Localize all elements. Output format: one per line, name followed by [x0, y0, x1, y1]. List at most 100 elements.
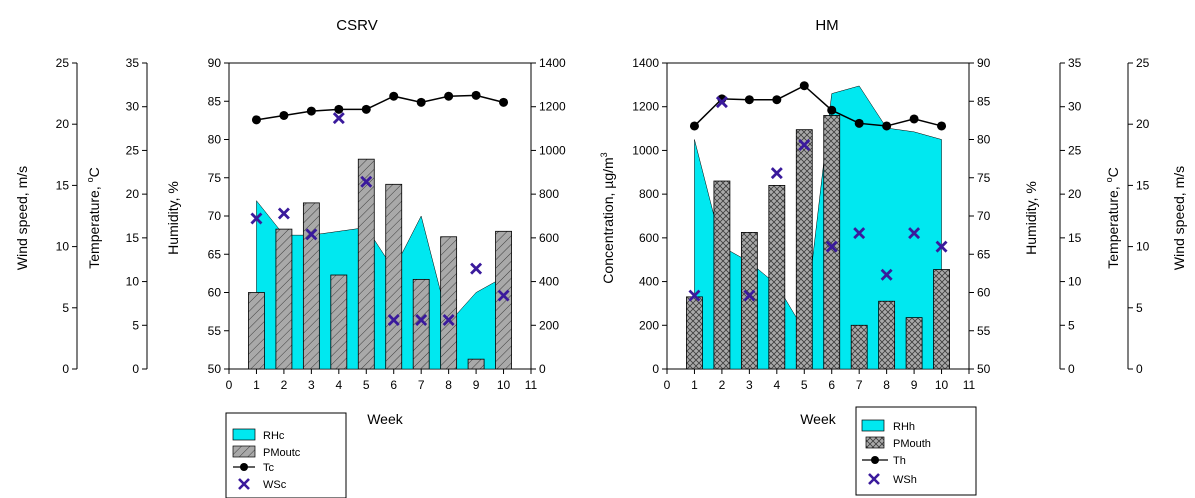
hm-x-tick-label: 3 — [746, 378, 753, 392]
csrv-line-layer — [251, 90, 509, 125]
csrv-x-tick-label: 11 — [525, 378, 538, 392]
csrv-conc-tick-label: 0 — [539, 362, 546, 376]
hm-x-tick-label: 0 — [664, 378, 671, 392]
csrv-x-tick-label: 10 — [497, 378, 511, 392]
hm-line-point — [744, 95, 754, 105]
csrv-conc-tick-label: 1000 — [539, 143, 566, 157]
csrv-x-tick-label: 9 — [473, 378, 480, 392]
csrv-bar — [302, 202, 320, 370]
hm-legend-ws: WSh — [893, 474, 917, 486]
hm-ws-marker — [688, 289, 701, 302]
csrv-hum-tick-label: 65 — [208, 247, 222, 261]
csrv-legend-area-swatch — [232, 428, 256, 441]
hm-x-tick-label: 8 — [883, 378, 890, 392]
csrv-ws-marker — [470, 262, 483, 275]
csrv-line-point — [334, 104, 344, 114]
csrv-ws-marker — [360, 175, 373, 188]
hm-legend-line-dot — [871, 456, 879, 464]
hm-line-point — [909, 114, 919, 124]
hm-bar-layer — [686, 115, 950, 370]
csrv-temp-label-main: Temperature, — [86, 182, 102, 268]
csrv-bar — [385, 183, 403, 370]
csrv-ws-marker — [415, 314, 428, 327]
csrv-conc-tick-label: 400 — [539, 275, 559, 289]
hm-x-tick-label: 4 — [773, 378, 780, 392]
hm-area-RHh — [694, 85, 942, 370]
hm-x-tick-label: 2 — [719, 378, 726, 392]
hm-x-tick-label: 10 — [935, 378, 949, 392]
csrv-line-point — [416, 97, 426, 107]
hm-bar — [795, 129, 813, 370]
csrv-temp-axis-label: Temperature, oC — [85, 167, 102, 269]
csrv-bar — [330, 274, 348, 370]
hm-x-tick-label: 11 — [963, 378, 976, 392]
hm-hum-tick-label: 70 — [977, 209, 991, 223]
csrv-bar — [440, 236, 458, 370]
csrv-title: CSRV — [336, 17, 377, 34]
hm-line-Th — [693, 84, 942, 127]
hm-hum-tick-label: 85 — [977, 94, 991, 108]
csrv-x-tick-label: 2 — [281, 378, 288, 392]
csrv-legend: RHc PMoutc Tc WSc — [225, 412, 347, 498]
hm-wind-axis-label: Wind speed, m/s — [1171, 166, 1187, 270]
csrv-temp-tick-label: 10 — [126, 275, 140, 289]
hm-conc-tick-label: 1400 — [632, 56, 659, 70]
csrv-conc-tick-label: 600 — [539, 231, 559, 245]
csrv-wind-axis-label: Wind speed, m/s — [14, 166, 30, 270]
csrv-area-layer — [256, 199, 504, 370]
hm-line-point — [772, 95, 782, 105]
csrv-bar — [275, 228, 293, 370]
csrv-ws-marker — [387, 314, 400, 327]
csrv-line-point — [389, 91, 399, 101]
hm-ws-marker — [715, 96, 728, 109]
hm-line-point — [854, 118, 864, 128]
csrv-hum-tick-label: 75 — [208, 171, 222, 185]
hm-bar — [905, 317, 923, 370]
csrv-x-tick-label: 6 — [390, 378, 397, 392]
hm-x-tick-label: 5 — [801, 378, 808, 392]
csrv-hum-tick-label: 50 — [208, 362, 222, 376]
hm-wind-tick-label: 0 — [1136, 362, 1143, 376]
csrv-marker-layer — [250, 112, 510, 327]
hm-wind-tick-label: 25 — [1136, 56, 1150, 70]
csrv-wind-tick-label: 25 — [56, 56, 70, 70]
hm-hum-tick-label: 55 — [977, 324, 991, 338]
csrv-line-point — [306, 106, 316, 116]
csrv-humidity-axis-label: Humidity, % — [165, 181, 181, 255]
hm-temp-tick-label: 20 — [1068, 187, 1082, 201]
csrv-wind-tick-label: 15 — [56, 178, 70, 192]
csrv-panel: CSRV 0 1 2 3 4 5 6 7 8 9 10 11051015202505101520253… — [14, 17, 566, 498]
csrv-x-tick-label: 3 — [308, 378, 315, 392]
hm-x-tick-label: 6 — [828, 378, 835, 392]
csrv-bar — [495, 230, 512, 370]
hm-temp-tick-label: 15 — [1068, 231, 1082, 245]
hm-legend-t: Th — [893, 455, 906, 467]
hm-hum-tick-label: 65 — [977, 247, 991, 261]
csrv-bar — [467, 358, 485, 370]
hm-bar — [740, 231, 758, 370]
csrv-temp-tick-label: 35 — [126, 56, 140, 70]
csrv-temp-tick-label: 20 — [126, 187, 140, 201]
hm-line-point — [882, 121, 892, 131]
hm-bar — [850, 324, 868, 370]
csrv-legend-t: Tc — [263, 462, 275, 474]
hm-area-layer — [694, 85, 942, 370]
hm-temp-tick-label: 10 — [1068, 275, 1082, 289]
hm-temp-tick-label: 25 — [1068, 143, 1082, 157]
csrv-legend-line-dot — [240, 463, 248, 471]
hm-line-point — [827, 105, 837, 115]
csrv-axes-layer: 0 1 2 3 4 5 6 7 8 9 10 1105101520250510152025303550… — [56, 56, 566, 392]
hm-x-axis-label: Week — [800, 411, 837, 427]
hm-hum-tick-label: 50 — [977, 362, 991, 376]
hm-conc-tick-label: 600 — [639, 231, 659, 245]
csrv-temp-label-sup: o — [85, 177, 95, 182]
hm-ws-marker — [798, 139, 811, 151]
csrv-legend-pm: PMoutc — [263, 447, 301, 459]
csrv-temp-tick-label: 25 — [126, 143, 140, 157]
csrv-hum-tick-label: 90 — [208, 56, 222, 70]
hm-temp-label-sup: o — [1104, 177, 1114, 182]
csrv-area-RHc — [256, 199, 504, 370]
hm-x-tick-label: 9 — [911, 378, 918, 392]
hm-legend-x-swatch — [868, 473, 880, 485]
